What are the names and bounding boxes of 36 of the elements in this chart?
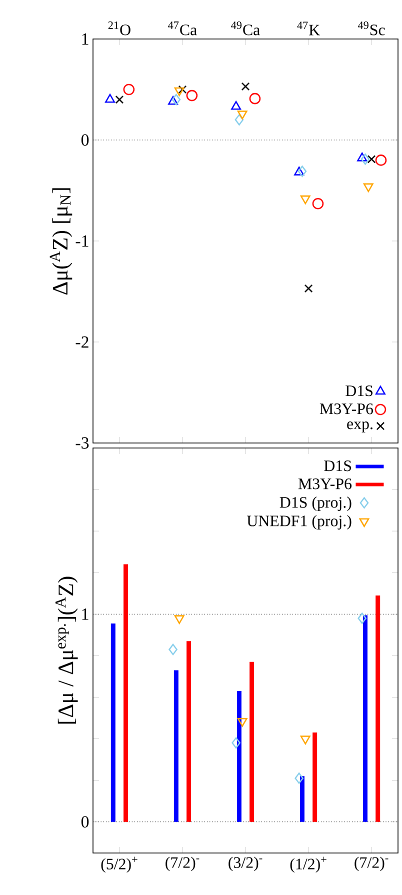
y-axis-title: Δμ($^{A}$Z) [μ$_{N}$]	[50, 188, 72, 295]
x-tick-label: $^{21}$O	[108, 21, 130, 36]
bar	[186, 641, 192, 822]
x-tick-label: $^{47}$K	[297, 22, 320, 36]
bar	[362, 615, 368, 822]
bar	[124, 564, 128, 822]
x-tick-label: (3/2)$^{-}$	[228, 856, 262, 872]
x-tick-label: (1/2)$^{+}$	[290, 856, 326, 873]
x-tick-label: $^{47}$Ca	[168, 22, 197, 36]
y-tick-label: 1	[82, 608, 88, 620]
x-tick-label: (5/2)$^{+}$	[101, 856, 138, 873]
y-tick-label: -3	[76, 437, 89, 449]
legend-label: D1S	[346, 385, 372, 396]
bar	[236, 691, 242, 822]
bar	[250, 662, 254, 822]
legend-label: exp.	[347, 422, 372, 432]
x-tick-label: (7/2)$^{-}$	[354, 856, 388, 872]
y-tick-label: 0	[81, 134, 89, 146]
legend-label: M3Y-P6	[298, 478, 352, 490]
y-tick-label: 1	[82, 33, 88, 45]
x-tick-label: $^{49}$Sc	[358, 21, 385, 36]
legend-label: UNEDF1 (proj.)	[246, 515, 352, 530]
x-tick-label: $^{49}$Ca	[231, 21, 260, 36]
y-tick-label: -1	[76, 235, 88, 247]
bar	[174, 670, 178, 822]
bar	[110, 624, 116, 822]
bar	[376, 595, 380, 822]
legend-label: M3Y-P6	[320, 403, 374, 414]
y-tick-label: -2	[76, 336, 88, 348]
y-tick-label: 0	[81, 816, 89, 828]
legend-label: D1S (proj.)	[280, 496, 352, 511]
bar	[312, 732, 318, 822]
x-tick-label: (7/2)$^{-}$	[166, 856, 200, 872]
y-axis-title: [Δμ / Δμ$^{exp.}$]($^{A}$Z)	[55, 576, 78, 724]
legend-label: D1S	[324, 460, 351, 472]
bar	[300, 776, 304, 822]
